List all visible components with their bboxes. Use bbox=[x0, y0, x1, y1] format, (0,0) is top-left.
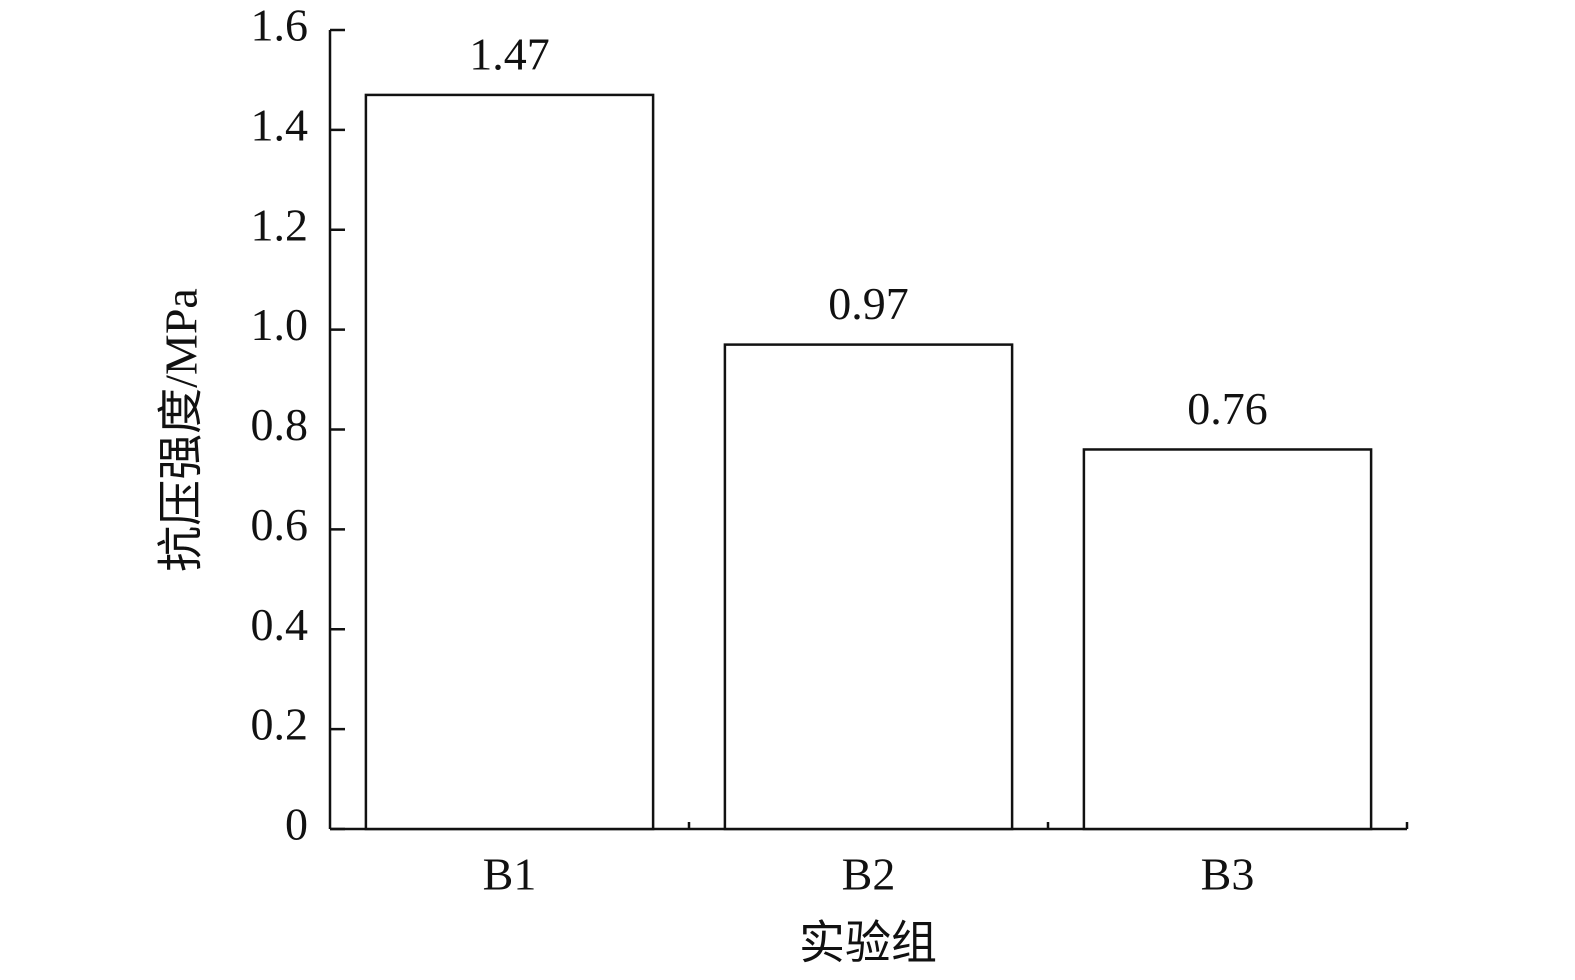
bar bbox=[723, 343, 1014, 831]
y-tick-label: 1.6 bbox=[251, 0, 309, 51]
value-label: 0.97 bbox=[828, 278, 909, 329]
y-tick-label: 1.2 bbox=[251, 199, 309, 250]
value-label: 0.76 bbox=[1187, 383, 1268, 434]
y-tick-label: 0.8 bbox=[251, 399, 309, 450]
y-tick-label: 1.4 bbox=[251, 99, 309, 150]
value-label: 1.47 bbox=[469, 28, 550, 79]
y-tick-label: 1.0 bbox=[251, 299, 309, 350]
x-tick-label: B1 bbox=[483, 849, 537, 900]
bar bbox=[364, 93, 655, 831]
y-axis-title: 抗压强度/MPa bbox=[156, 288, 207, 572]
bar bbox=[1082, 448, 1373, 831]
y-tick-label: 0 bbox=[285, 799, 308, 850]
x-tick-label: B2 bbox=[842, 849, 896, 900]
y-tick-label: 0.2 bbox=[251, 699, 309, 750]
y-tick-label: 0.6 bbox=[251, 499, 309, 550]
x-tick-label: B3 bbox=[1201, 849, 1255, 900]
x-axis-title: 实验组 bbox=[799, 918, 937, 969]
y-tick-label: 0.4 bbox=[251, 599, 309, 650]
